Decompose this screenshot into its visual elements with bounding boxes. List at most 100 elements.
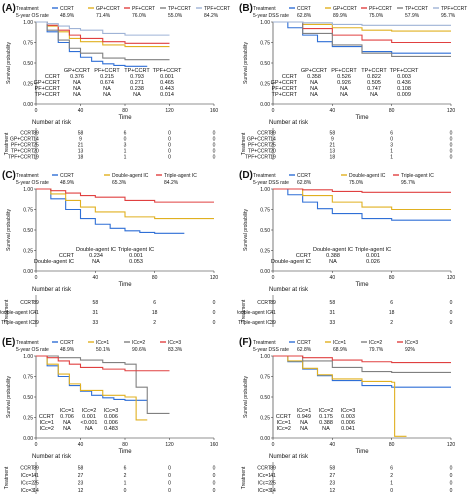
legend-entry: CCRT [60,173,74,179]
risk-row-label: TP+CCRT [11,149,34,155]
x-axis-label: Time [118,449,132,455]
pvalue-cell: NA [85,426,93,432]
x-tick-label: 0 [272,108,275,114]
risk-count: 13 [330,149,336,155]
risk-count: 25 [270,143,276,149]
x-tick-label: 120 [210,275,219,281]
risk-count: 1 [390,155,393,161]
pvalue-cell: 0.003 [341,414,355,420]
y-tick-label: 0.75 [260,40,270,46]
risk-count: 0 [450,137,453,143]
legend-rate: 50.1% [96,347,111,353]
risk-table-title: Number at risk [32,120,72,126]
risk-count: 6 [153,300,156,306]
risk-y-label: Treatment [4,299,10,322]
risk-count: 0 [450,481,453,487]
pvalue-row-label: PF+CCRT [35,86,61,92]
pvalue-row-label: CCRT [296,253,312,259]
legend-rate: 84.2% [204,13,219,19]
km-panel: (B) Treatment 5-year DSS rate CCRT 62.8% GP+C… [237,0,474,167]
pvalue-cell: NA [63,426,71,432]
pvalue-row-label: CCRT [39,414,55,420]
risk-count: 21 [78,143,84,149]
legend-title: Treatment [253,340,276,346]
legend-entry: PF+CCRT [132,6,155,12]
pvalue-col-header: TP+CCRT [361,68,387,74]
risk-count: 12 [330,488,336,494]
legend-title: Treatment [16,340,39,346]
risk-count: 20 [33,149,39,155]
y-tick-label: 0.75 [260,374,270,380]
y-tick-label: 1.00 [23,20,33,26]
y-axis-label: Survival probability [6,209,12,251]
pvalue-cell: 0.006 [104,414,118,420]
risk-count: 33 [93,320,99,326]
risk-row-label: Triple-agent IC [1,320,34,326]
risk-count: 0 [213,473,216,479]
pvalue-cell: NA [63,420,71,426]
y-tick-label: 0.00 [260,436,270,442]
risk-count: 2 [124,473,127,479]
risk-count: 58 [330,300,336,306]
risk-count: 13 [78,149,84,155]
legend-entry: Triple-agent IC [401,173,434,179]
legend-entry: ICc=2 [132,340,145,346]
survival-curve [273,355,407,437]
legend-rate: 79.7% [369,347,384,353]
legend-rate: 55.0% [168,13,183,19]
pvalue-row-label: Double-agent IC [271,259,311,265]
pvalue-cell: 0.238 [130,86,144,92]
risk-table-title: Number at risk [269,120,309,126]
risk-count: 3 [390,143,393,149]
pvalue-cell: 0.822 [367,74,381,80]
risk-count: 1 [390,149,393,155]
risk-count: 0 [213,310,216,316]
risk-count: 23 [78,481,84,487]
risk-row-label: CCRT [20,131,34,137]
pvalue-cell: NA [310,92,318,98]
risk-count: 14 [33,488,39,494]
risk-count: 0 [168,137,171,143]
legend-rate: 76.0% [132,13,147,19]
x-tick-label: 0 [272,442,275,448]
pvalue-col-header: Triple-agent IC [355,247,391,253]
survival-curve [36,355,170,414]
pvalue-cell: NA [340,86,348,92]
risk-count: 89 [33,300,39,306]
x-tick-label: 80 [389,442,395,448]
km-panel: (F) Treatment 5-year DSS rate CCRT 62.8% ICc=… [237,334,474,501]
risk-count: 58 [78,466,84,472]
risk-count: 2 [390,473,393,479]
pvalue-cell: 0.926 [337,80,351,86]
pvalue-cell: 0.706 [60,414,74,420]
pvalue-row-label: CCRT [282,74,298,80]
survival-curve [36,188,214,203]
risk-row-label: ICc=1 [258,473,271,479]
survival-curve [36,188,214,220]
risk-count: 0 [124,137,127,143]
x-axis-label: Time [355,115,369,121]
legend-rate: 48.9% [60,13,75,19]
pvalue-col-header: Double-agent IC [76,247,116,253]
legend-entry: CCRT [60,6,74,12]
pvalue-cell: NA [73,80,81,86]
y-tick-label: 0.50 [23,395,33,401]
risk-count: 3 [124,143,127,149]
risk-count: 1 [124,155,127,161]
risk-count: 9 [331,137,334,143]
x-tick-label: 40 [330,108,336,114]
risk-table-title: Number at risk [32,287,72,293]
y-tick-label: 0.25 [260,248,270,254]
pvalue-cell: <0.001 [81,420,98,426]
risk-count: 89 [270,466,276,472]
pvalue-col-header: PF+CCRT [94,68,120,74]
pvalue-col-header: ICc=1 [297,408,312,414]
pvalue-cell: 0.234 [89,253,103,259]
pvalue-col-header: TPF+CCRT [390,68,419,74]
y-axis-label: Survival probability [6,376,12,418]
pvalue-cell: NA [300,426,308,432]
risk-row-label: CCRT [257,466,271,472]
risk-count: 27 [330,473,336,479]
y-tick-label: 0.50 [260,228,270,234]
